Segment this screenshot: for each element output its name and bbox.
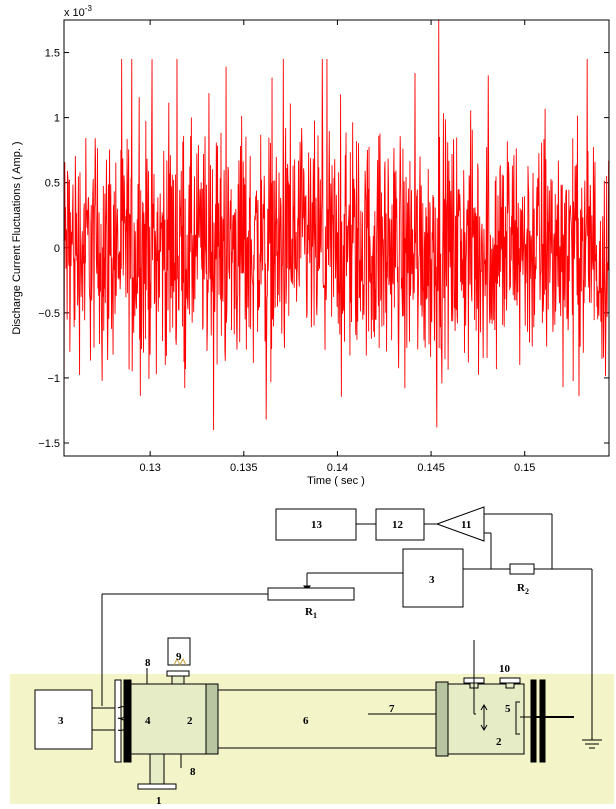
y-tick-label: 1 [54,113,60,125]
x-tick-label: 0.15 [514,462,535,474]
label-1: 1 [156,795,162,807]
y-tick-label: −1.5 [38,438,60,450]
label-r1: R [305,606,314,618]
amplifier-11 [435,506,485,542]
flange-right-inner [435,681,449,757]
y-axis-label: Discharge Current Fluctuations ( Amp. ) [11,141,23,334]
label-r2: R [517,582,526,594]
series-line [63,19,610,430]
label-4: 4 [145,715,151,727]
flange-right-a [530,679,537,763]
chamber-left [129,683,209,755]
x-tick-label: 0.14 [327,462,348,474]
collector-5 [515,701,520,735]
port-9-flange [166,670,190,677]
port-1-flange [137,783,177,790]
block-13 [275,508,357,541]
label-r2-sub: 2 [525,587,529,596]
x-tick-label: 0.13 [139,462,160,474]
filament-coil-icon [117,706,129,731]
label-8-top: 8 [145,657,151,669]
label-3-left: 3 [58,715,64,727]
flange-left-inner [205,683,219,755]
y-multiplier: x 10-3 [64,4,92,19]
gauge-9 [167,637,191,666]
x-tick-label: 0.135 [230,462,258,474]
label-6: 6 [303,715,309,727]
double-arrow-icon [480,704,488,731]
x-tick-label: 0.145 [417,462,445,474]
plot-frame [63,19,610,457]
label-13: 13 [311,519,323,531]
diagram: 13 12 11 3 R 2 R 1 3 4 2 8 8 9 1 6 7 10 … [10,506,614,807]
y-tick-label: 0 [54,243,60,255]
flange-right-b [539,679,546,763]
port-10b-neck [505,682,515,689]
ground-icon [582,739,602,749]
label-r1-sub: 1 [313,611,317,620]
gauge-9-sensor-icon [173,657,187,667]
label-10: 10 [499,663,511,675]
x-axis-label: Time ( sec ) [307,475,365,487]
flange-left-thick [123,679,132,763]
port-9-neck [171,675,185,685]
block-3-top [402,548,464,608]
label-5: 5 [505,703,511,715]
flange-left-outer [114,679,122,763]
label-9: 9 [176,651,182,663]
label-2-left: 2 [187,715,193,727]
port-10b-flange [499,677,521,684]
chamber-right [447,683,525,755]
label-7: 7 [389,703,395,715]
y-tick-label: −1 [47,373,60,385]
label-11: 11 [461,519,471,531]
series-layer [63,19,610,430]
y-tick-label: 1.5 [45,48,60,60]
resistor-r2 [509,563,535,575]
y-tick-label: 0.5 [45,178,60,190]
label-3-top: 3 [429,574,435,586]
label-12: 12 [392,519,404,531]
label-2-right: 2 [496,736,502,748]
port-1-pipe [149,753,165,785]
block-12 [375,508,425,541]
resistor-r1 [267,587,355,601]
y-tick-label: −0.5 [38,308,60,320]
block-3-left [34,689,93,750]
label-8-bottom: 8 [190,766,196,778]
chart: 0.13 0.135 0.14 0.145 0.15 −1.5 −1 −0.5 0 0.5 1 1.5… [11,4,610,487]
